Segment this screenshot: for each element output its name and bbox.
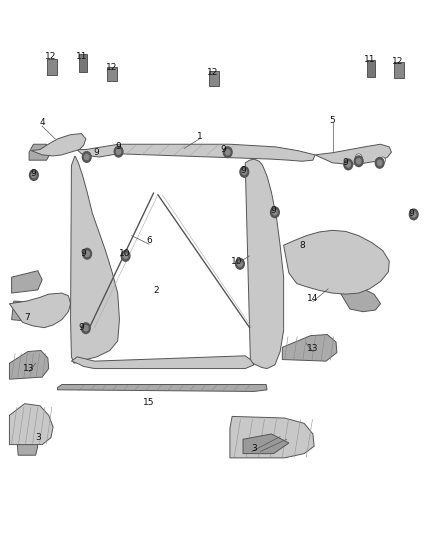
Text: 9: 9	[94, 148, 99, 157]
Circle shape	[85, 155, 89, 160]
Text: 11: 11	[76, 52, 87, 61]
FancyBboxPatch shape	[209, 71, 219, 86]
Text: 3: 3	[251, 444, 257, 453]
FancyBboxPatch shape	[394, 62, 404, 78]
Circle shape	[380, 157, 385, 164]
Polygon shape	[315, 144, 392, 165]
Circle shape	[344, 159, 353, 169]
Text: 8: 8	[299, 241, 305, 250]
Circle shape	[83, 248, 92, 259]
Circle shape	[226, 150, 230, 155]
Polygon shape	[17, 439, 38, 455]
Polygon shape	[230, 416, 314, 458]
Text: 9: 9	[343, 158, 349, 167]
Circle shape	[375, 158, 384, 168]
Text: 1: 1	[197, 132, 202, 141]
Polygon shape	[10, 293, 71, 328]
Text: 11: 11	[364, 55, 375, 63]
Circle shape	[81, 323, 90, 334]
Text: 3: 3	[35, 433, 41, 442]
Circle shape	[273, 209, 277, 215]
Text: 7: 7	[24, 312, 30, 321]
Circle shape	[412, 212, 416, 217]
Circle shape	[238, 261, 242, 266]
Polygon shape	[243, 434, 289, 454]
Text: 10: 10	[120, 249, 131, 258]
Polygon shape	[335, 284, 381, 312]
FancyBboxPatch shape	[47, 59, 57, 75]
Polygon shape	[71, 156, 120, 364]
Polygon shape	[29, 144, 51, 160]
Circle shape	[84, 326, 88, 331]
Circle shape	[271, 207, 279, 217]
Text: 6: 6	[146, 237, 152, 246]
Text: 2: 2	[153, 286, 159, 295]
Circle shape	[354, 156, 363, 166]
Circle shape	[410, 209, 418, 220]
Polygon shape	[10, 351, 49, 379]
Circle shape	[355, 154, 362, 163]
Text: 15: 15	[143, 398, 155, 407]
Polygon shape	[284, 230, 389, 294]
Text: 13: 13	[307, 344, 318, 353]
Polygon shape	[10, 403, 53, 445]
Text: 9: 9	[81, 249, 87, 258]
Text: 12: 12	[392, 58, 404, 66]
Polygon shape	[77, 144, 315, 161]
Polygon shape	[57, 384, 267, 391]
Circle shape	[85, 251, 89, 256]
Text: 9: 9	[240, 166, 246, 175]
Polygon shape	[245, 159, 284, 368]
Text: 4: 4	[39, 118, 45, 127]
Circle shape	[236, 259, 244, 269]
Circle shape	[378, 160, 382, 165]
Polygon shape	[71, 356, 254, 368]
Circle shape	[32, 172, 36, 177]
Circle shape	[240, 166, 249, 177]
Polygon shape	[283, 335, 337, 361]
Polygon shape	[12, 271, 42, 293]
Circle shape	[124, 253, 128, 259]
Circle shape	[357, 159, 361, 164]
Text: 5: 5	[330, 116, 336, 125]
Text: 9: 9	[220, 145, 226, 154]
Text: 10: 10	[231, 257, 242, 265]
Text: 9: 9	[408, 209, 414, 218]
Circle shape	[223, 147, 232, 158]
Text: 9: 9	[31, 169, 36, 178]
Polygon shape	[31, 134, 86, 156]
Polygon shape	[12, 301, 44, 322]
Text: 9: 9	[271, 206, 276, 215]
Circle shape	[117, 149, 121, 155]
Circle shape	[242, 169, 247, 174]
Circle shape	[114, 147, 123, 157]
Text: 12: 12	[207, 68, 218, 77]
FancyBboxPatch shape	[79, 54, 87, 72]
Circle shape	[29, 169, 38, 180]
Text: 9: 9	[78, 323, 85, 332]
Text: 12: 12	[106, 63, 118, 71]
Text: 13: 13	[23, 364, 35, 373]
Circle shape	[346, 162, 350, 167]
Circle shape	[121, 251, 130, 261]
Text: 9: 9	[116, 142, 121, 151]
FancyBboxPatch shape	[107, 67, 117, 82]
Circle shape	[82, 152, 91, 163]
Text: 12: 12	[45, 52, 57, 61]
FancyBboxPatch shape	[367, 60, 375, 77]
Text: 14: 14	[307, 294, 318, 303]
